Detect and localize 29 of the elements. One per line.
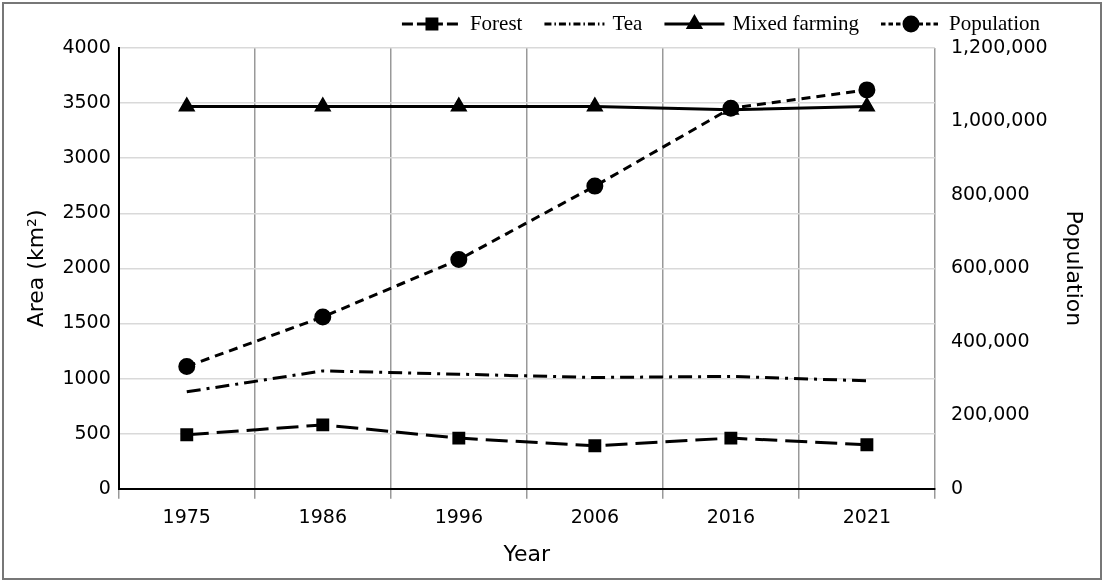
x-tick-label: 1996 [434,505,483,528]
y2-axis-title: Population [1062,210,1088,327]
x-axis-title: Year [502,540,552,566]
y-tick-label: 3500 [62,90,111,113]
y2-tick-label: 1,200,000 [950,34,1048,57]
y2-tick-label: 0 [950,475,963,498]
y2-tick-label: 400,000 [950,328,1030,351]
y2-tick-label: 1,000,000 [950,108,1048,131]
legend-label: Population [949,10,1041,35]
legend-label: Mixed farming [732,10,860,35]
x-tick-label: 2021 [842,505,892,528]
y2-tick-label: 800,000 [950,181,1030,204]
y2-tick-label: 200,000 [950,402,1030,425]
y-tick-label: 4000 [62,34,111,57]
x-tick-label: 2016 [706,505,756,528]
y2-tick-label: 600,000 [950,255,1030,278]
y-tick-label: 2000 [62,255,111,278]
legend-label: Tea [612,10,644,35]
y-tick-label: 2500 [62,200,111,223]
y-tick-label: 500 [74,420,111,443]
y-axis-title: Area (km²) [22,209,48,328]
x-tick-label: 1975 [162,505,211,528]
y-tick-label: 3000 [62,145,111,168]
legend-label: Forest [469,10,523,35]
y-tick-label: 1500 [62,310,111,333]
y-tick-label: 0 [98,475,111,498]
x-tick-label: 2006 [570,505,620,528]
x-tick-label: 1986 [298,505,347,528]
y-tick-label: 1000 [62,365,111,388]
